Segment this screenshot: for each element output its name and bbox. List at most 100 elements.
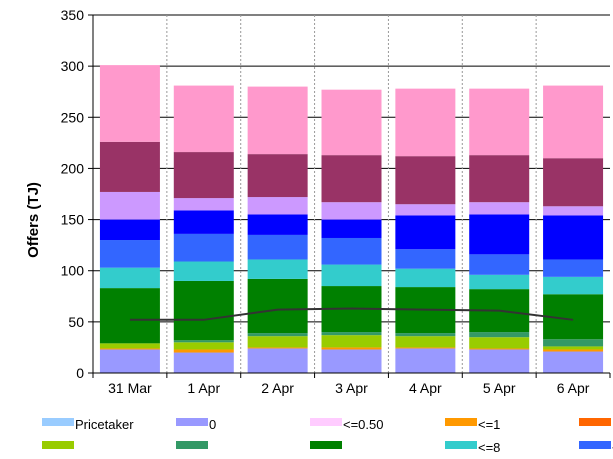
y-tick-label: 300 (61, 58, 85, 74)
bar-segment (543, 346, 604, 350)
bar-segment (173, 152, 234, 199)
legend-label: <=8 (478, 440, 500, 455)
legend-label: <=0.50 (343, 417, 384, 432)
bar-segment (247, 154, 308, 198)
y-tick-label: 250 (61, 109, 85, 125)
bar-segment (543, 349, 604, 352)
bar-segment (321, 349, 382, 373)
x-tick-label: 3 Apr (335, 380, 368, 396)
bar-segment (321, 332, 382, 336)
bar-segment (173, 210, 234, 234)
bar-segment (543, 259, 604, 277)
y-tick-label: 350 (61, 7, 85, 23)
bar-segment (247, 214, 308, 235)
bar-segment (469, 349, 530, 373)
bar-segment (247, 259, 308, 279)
bar-segment (173, 340, 234, 343)
y-axis-label: Offers (TJ) (25, 182, 42, 258)
bar-segment (321, 202, 382, 220)
bar-segment (99, 65, 160, 142)
y-tick-label: 150 (61, 212, 85, 228)
bar-segment (321, 219, 382, 238)
y-tick-labels: 0 50 100 150 200 250 300 350 (61, 7, 85, 381)
legend-swatch (310, 441, 342, 449)
y-tick-label: 0 (76, 365, 84, 381)
legend-swatch (42, 441, 74, 449)
bar-segment (321, 89, 382, 156)
axes (88, 14, 611, 378)
bar-segment (173, 280, 234, 341)
bar-segment (395, 204, 456, 216)
legend-swatch (310, 418, 342, 426)
bar-segment (395, 348, 456, 373)
x-tick-label: 6 Apr (557, 380, 590, 396)
bar-segment (395, 88, 456, 157)
bar-segment (173, 349, 234, 353)
bar-segment (321, 155, 382, 203)
bar-segment (395, 333, 456, 337)
bar-segment (247, 347, 308, 349)
bar-segment (247, 234, 308, 260)
bar-segment (321, 347, 382, 350)
bar-segment (247, 336, 308, 348)
legend-label: <=1 (478, 417, 500, 432)
bar-segment (469, 254, 530, 275)
bar-segment (469, 332, 530, 338)
bar-segment (173, 85, 234, 153)
bar-segment (99, 288, 160, 344)
bar-segment (543, 215, 604, 260)
bar-segment (395, 249, 456, 269)
legend-swatch (42, 418, 74, 426)
y-tick-label: 200 (61, 160, 85, 176)
bar-segment (395, 268, 456, 288)
legend-swatch (579, 418, 611, 426)
x-tick-label: 4 Apr (409, 380, 442, 396)
bar-segment (395, 156, 456, 205)
x-tick-labels: 31 Mar 1 Apr 2 Apr 3 Apr 4 Apr 5 Apr 6 Apr (108, 380, 590, 396)
bar-segment (173, 261, 234, 281)
legend-swatch (445, 441, 477, 449)
bar-segment (321, 264, 382, 287)
x-tick-label: 5 Apr (483, 380, 516, 396)
bar-segment (99, 191, 160, 220)
bar-segment (99, 343, 160, 349)
y-tick-label: 100 (61, 263, 85, 279)
bar-segment (173, 198, 234, 211)
bar-segment (543, 85, 604, 159)
legend-label: 0 (209, 417, 216, 432)
bar-segment (469, 274, 530, 290)
bar-segment (173, 233, 234, 262)
stacked-bars (99, 65, 604, 373)
y-tick-label: 50 (68, 314, 84, 330)
demand-line (129, 307, 574, 321)
bar-segment (99, 141, 160, 192)
x-tick-label: 1 Apr (187, 380, 220, 396)
bar-segment (469, 202, 530, 215)
bar-segment (99, 240, 160, 268)
bar-segment (99, 267, 160, 289)
bar-segment (247, 333, 308, 337)
bar-segment (99, 349, 160, 373)
bar-segment (321, 237, 382, 265)
bar-segment (395, 215, 456, 250)
legend-swatch (579, 441, 611, 449)
bar-segment (543, 351, 604, 373)
bar-segment (395, 336, 456, 348)
bar-segment (247, 348, 308, 373)
legend-swatch (176, 418, 208, 426)
series-line (129, 307, 574, 321)
bar-segment (247, 197, 308, 215)
bar-segment (469, 348, 530, 350)
bar-segment (543, 158, 604, 207)
legend-label: Pricetaker (75, 417, 134, 432)
bar-segment (321, 335, 382, 348)
bar-segment (99, 219, 160, 241)
bar-segment (395, 347, 456, 349)
legend-swatch (445, 418, 477, 426)
bar-segment (469, 337, 530, 349)
bar-segment (173, 352, 234, 373)
bar-segment (247, 86, 308, 155)
x-tick-label: 31 Mar (108, 380, 152, 396)
bar-segment (247, 278, 308, 334)
